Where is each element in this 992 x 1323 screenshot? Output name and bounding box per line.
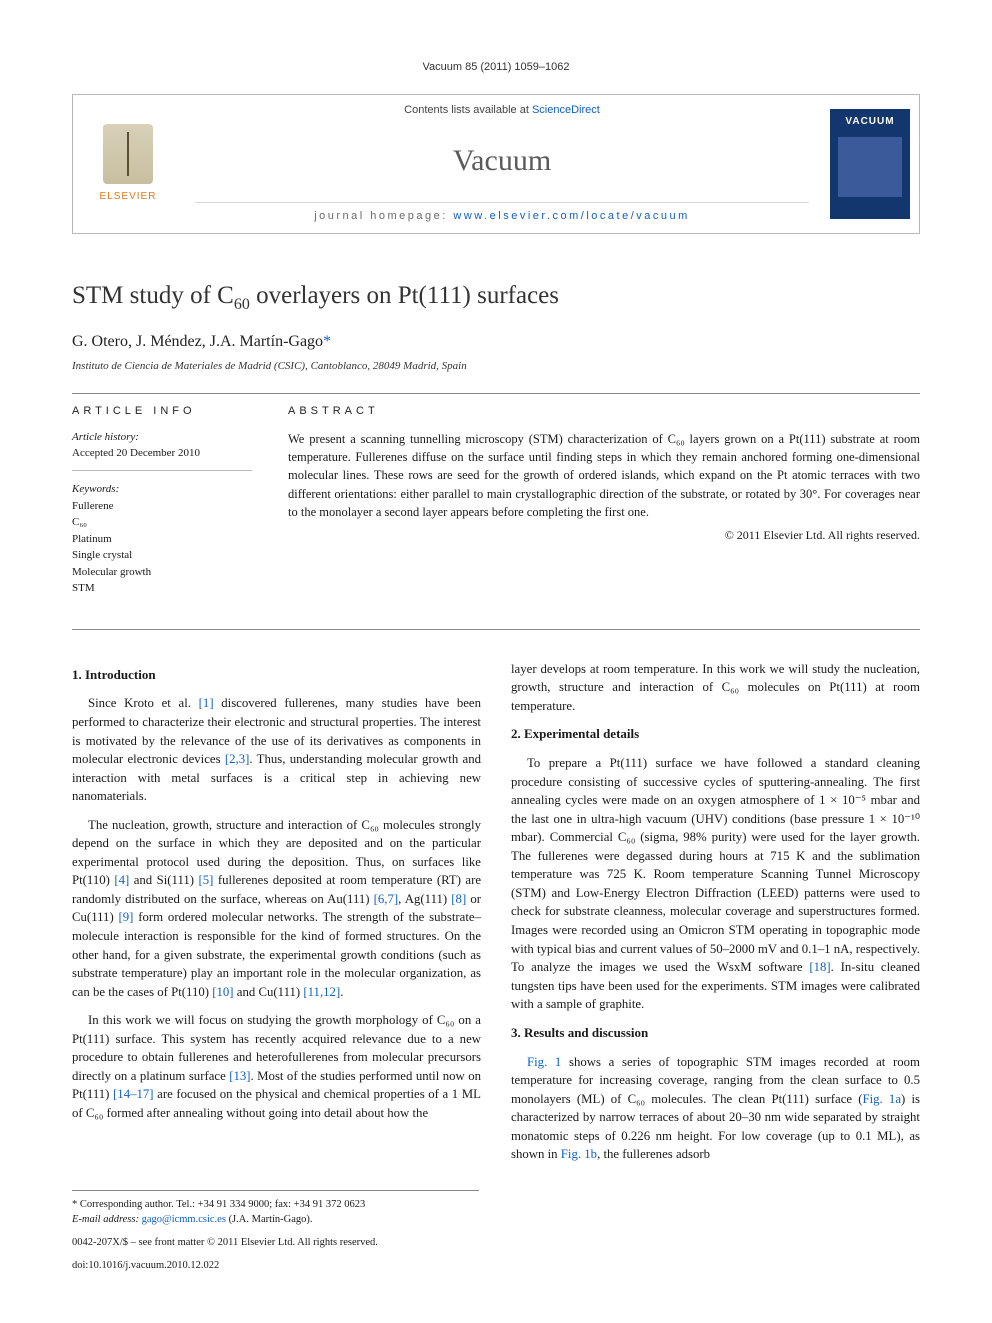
publisher-logo-box: ELSEVIER	[73, 95, 183, 233]
email-suffix: (J.A. Martín-Gago).	[226, 1214, 313, 1225]
figure-link[interactable]: Fig. 1a	[862, 1092, 901, 1106]
journal-title: Vacuum	[183, 139, 821, 183]
abstract-heading: ABSTRACT	[288, 404, 920, 420]
masthead-center: Contents lists available at ScienceDirec…	[183, 95, 821, 233]
citation-link[interactable]: [10]	[212, 985, 233, 999]
citation-link[interactable]: [11,12]	[303, 985, 340, 999]
citation-link[interactable]: [18]	[809, 960, 830, 974]
section-heading-2: 2. Experimental details	[511, 725, 920, 744]
corresponding-author: * Corresponding author. Tel.: +34 91 334…	[72, 1197, 479, 1212]
homepage-prefix: journal homepage:	[314, 210, 453, 222]
cover-thumb-box: VACUUM	[821, 95, 919, 233]
journal-masthead: ELSEVIER Contents lists available at Sci…	[72, 94, 920, 234]
citation-link[interactable]: [5]	[199, 873, 214, 887]
citation-link[interactable]: [13]	[229, 1069, 250, 1083]
body-para: layer develops at room temperature. In t…	[511, 660, 920, 716]
body-para: Since Kroto et al. [1] discovered fuller…	[72, 694, 481, 805]
article-history: Article history: Accepted 20 December 20…	[72, 430, 252, 471]
cover-art-icon	[838, 137, 902, 197]
abstract-block: ABSTRACT We present a scanning tunnellin…	[288, 404, 920, 614]
citation-link[interactable]: [2,3]	[225, 752, 250, 766]
elsevier-tree-icon	[103, 124, 153, 184]
body-columns: 1. Introduction Since Kroto et al. [1] d…	[72, 660, 920, 1164]
body-para: Fig. 1 shows a series of topographic STM…	[511, 1053, 920, 1164]
author-list: G. Otero, J. Méndez, J.A. Martín-Gago*	[72, 330, 920, 353]
abstract-copyright: © 2011 Elsevier Ltd. All rights reserved…	[288, 527, 920, 544]
article-title: STM study of C60 overlayers on Pt(111) s…	[72, 278, 920, 316]
body-para: The nucleation, growth, structure and in…	[72, 816, 481, 1001]
keywords-label: Keywords:	[72, 481, 252, 498]
article-info-heading: ARTICLE INFO	[72, 404, 252, 420]
elsevier-logo[interactable]: ELSEVIER	[88, 114, 168, 214]
corresponding-email-line: E-mail address: gago@icmm.csic.es (J.A. …	[72, 1212, 479, 1227]
keyword: Platinum	[72, 531, 252, 548]
body-para: To prepare a Pt(111) surface we have fol…	[511, 754, 920, 1014]
front-matter-line: 0042-207X/$ – see front matter © 2011 El…	[72, 1235, 920, 1250]
citation-link[interactable]: [1]	[199, 696, 214, 710]
contents-prefix: Contents lists available at	[404, 104, 532, 116]
citation-link[interactable]: [14–17]	[113, 1087, 154, 1101]
citation-link[interactable]: [8]	[451, 892, 466, 906]
section-heading-1: 1. Introduction	[72, 666, 481, 685]
abstract-text: We present a scanning tunnelling microsc…	[288, 430, 920, 521]
doi-line: doi:10.1016/j.vacuum.2010.12.022	[72, 1258, 920, 1273]
figure-link[interactable]: Fig. 1b	[561, 1147, 597, 1161]
keyword: Molecular growth	[72, 564, 252, 581]
body-para: In this work we will focus on studying t…	[72, 1011, 481, 1122]
journal-homepage-line: journal homepage: www.elsevier.com/locat…	[195, 202, 809, 225]
cover-title: VACUUM	[845, 115, 894, 130]
article-meta-row: ARTICLE INFO Article history: Accepted 2…	[72, 393, 920, 629]
keyword: C₆₀	[72, 514, 252, 531]
keyword: Fullerene	[72, 498, 252, 515]
citation-link[interactable]: [4]	[114, 873, 129, 887]
footnotes: * Corresponding author. Tel.: +34 91 334…	[72, 1190, 479, 1227]
contents-line: Contents lists available at ScienceDirec…	[183, 103, 821, 119]
keyword: STM	[72, 580, 252, 597]
affiliation: Instituto de Ciencia de Materiales de Ma…	[72, 359, 920, 375]
journal-cover-thumb[interactable]: VACUUM	[830, 109, 910, 219]
history-label: Article history:	[72, 430, 252, 446]
citation-link[interactable]: [6,7]	[374, 892, 399, 906]
keywords-block: Keywords: Fullerene C₆₀ Platinum Single …	[72, 481, 252, 605]
history-value: Accepted 20 December 2010	[72, 446, 252, 462]
corresponding-email-link[interactable]: gago@icmm.csic.es	[142, 1214, 226, 1225]
citation-link[interactable]: [9]	[119, 910, 134, 924]
publisher-name: ELSEVIER	[100, 190, 157, 205]
journal-homepage-link[interactable]: www.elsevier.com/locate/vacuum	[453, 210, 689, 222]
email-label: E-mail address:	[72, 1214, 142, 1225]
running-head: Vacuum 85 (2011) 1059–1062	[72, 60, 920, 76]
article-info-block: ARTICLE INFO Article history: Accepted 2…	[72, 404, 252, 614]
figure-link[interactable]: Fig. 1	[527, 1055, 561, 1069]
sciencedirect-link[interactable]: ScienceDirect	[532, 104, 600, 116]
keyword: Single crystal	[72, 547, 252, 564]
section-heading-3: 3. Results and discussion	[511, 1024, 920, 1043]
